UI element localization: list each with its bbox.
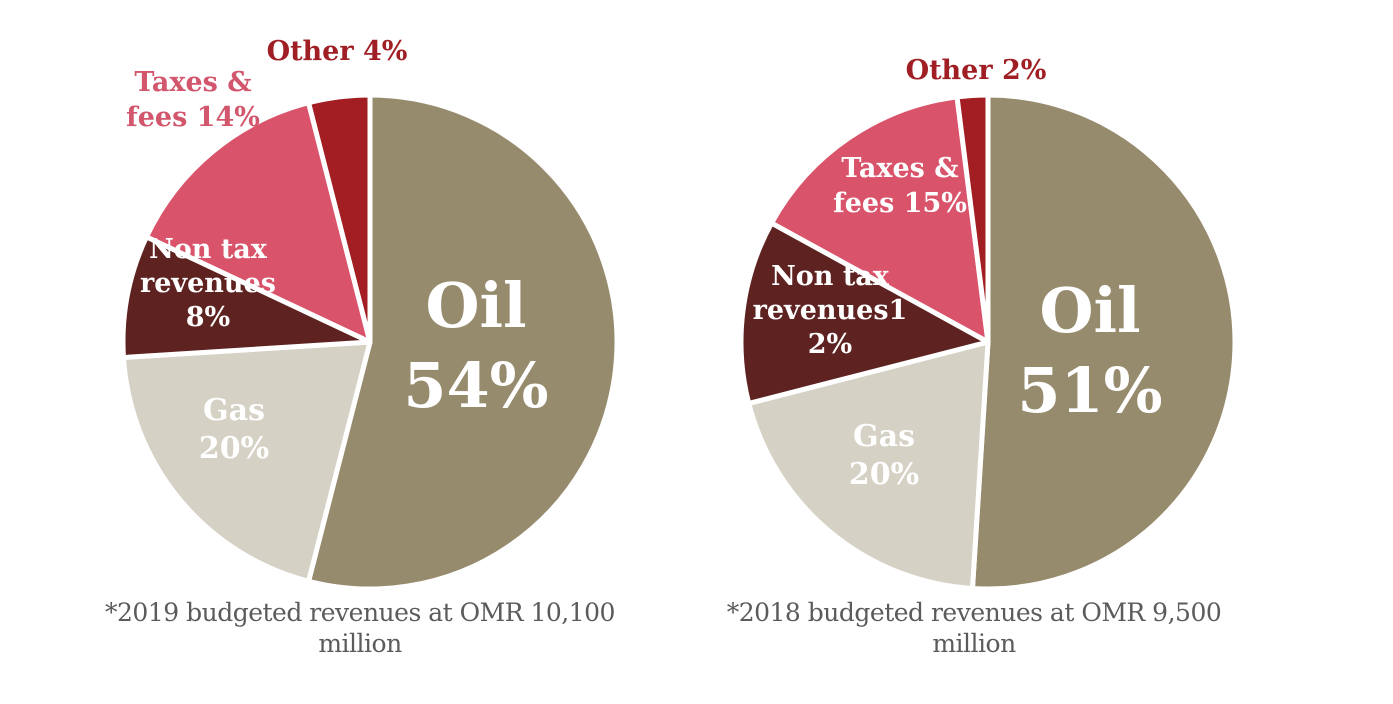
label-non-tax-revenues-2019: Non tax revenues 8%: [140, 234, 276, 333]
slice-oil-2019: [306, 92, 620, 592]
label-line: 8%: [186, 302, 230, 333]
label-line: 20%: [849, 457, 919, 492]
caption-2019: *2019 budgeted revenues at OMR 10,100 mi…: [80, 597, 640, 659]
label-line: Other 4%: [267, 36, 408, 67]
label-other-2018: Other 2%: [906, 55, 1047, 86]
slice-gas-2018: [746, 339, 991, 592]
label-line: Taxes &: [841, 153, 958, 184]
label-line: revenues1: [753, 295, 908, 326]
label-line: 51%: [1017, 354, 1162, 427]
slice-gas-2019: [120, 339, 373, 584]
pie-chart-2018: Oil 51% Gas 20% Non tax revenues1 2% Taxes & fee…: [738, 55, 1238, 592]
label-line: revenues: [140, 268, 276, 299]
label-line: Oil: [425, 269, 526, 342]
slice-non-tax-revenues-2018: [738, 220, 991, 406]
label-line: 20%: [199, 431, 269, 466]
label-gas-2018: Gas 20%: [849, 419, 919, 492]
caption-2018-line2: million: [932, 629, 1016, 658]
label-oil-2019: Oil 54%: [403, 269, 548, 422]
slice-non-tax-revenues-2019: [120, 234, 373, 361]
caption-2019-line2: million: [318, 629, 402, 658]
label-line: Non tax: [149, 234, 268, 265]
label-taxes-and-fees-2019: Taxes & fees 14%: [126, 67, 260, 133]
slice-other-2019: [306, 92, 373, 345]
label-line: fees 14%: [126, 102, 260, 133]
slice-other-2018: [954, 92, 991, 345]
label-line: fees 15%: [833, 188, 967, 219]
label-line: 2%: [808, 329, 852, 360]
caption-2019-line1: *2019 budgeted revenues at OMR 10,100: [105, 598, 615, 627]
caption-2018-line1: *2018 budgeted revenues at OMR 9,500: [726, 598, 1222, 627]
slice-taxes-and-fees-2018: [769, 94, 991, 345]
label-line: Non tax: [771, 261, 890, 292]
caption-2018: *2018 budgeted revenues at OMR 9,500 mil…: [694, 597, 1254, 659]
label-line: Other 2%: [906, 55, 1047, 86]
pie-chart-2019: Oil 54% Gas 20% Non tax revenues 8% Taxes & fees…: [120, 36, 620, 592]
label-line: Gas: [853, 419, 915, 454]
label-other-2019: Other 4%: [267, 36, 408, 67]
label-oil-2018: Oil 51%: [1017, 274, 1162, 427]
label-non-tax-revenues-2018: Non tax revenues1 2%: [753, 261, 908, 360]
label-line: 54%: [403, 349, 548, 422]
label-gas-2019: Gas 20%: [199, 393, 269, 466]
label-line: Taxes &: [134, 67, 251, 98]
slice-taxes-and-fees-2019: [144, 100, 373, 345]
label-line: Gas: [203, 393, 265, 428]
slice-oil-2018: [969, 92, 1238, 592]
label-line: Oil: [1039, 274, 1140, 347]
label-taxes-and-fees-2018: Taxes & fees 15%: [833, 153, 967, 219]
